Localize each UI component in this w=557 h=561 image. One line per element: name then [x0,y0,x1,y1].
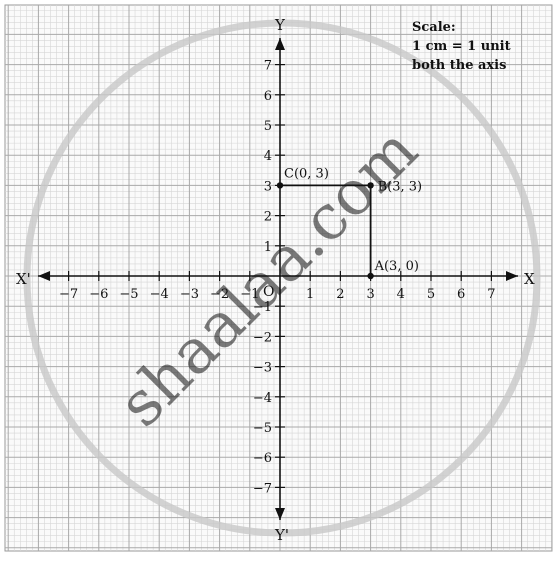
y-prime-axis-label: Y' [274,526,289,544]
x-axis-arrow-left [38,271,50,281]
origin-label: O [263,284,274,300]
x-tick-label: −3 [180,287,199,302]
x-tick-label: −7 [59,287,78,302]
scale-heading: Scale: [412,20,456,35]
x-tick-label: −2 [210,287,229,302]
x-tick-label: −4 [150,287,169,302]
x-tick-label: 5 [427,287,435,302]
x-tick-label: 7 [487,287,495,302]
y-tick-label: −6 [253,451,272,466]
y-tick-label: −7 [253,481,272,496]
y-tick-label: 6 [264,89,272,104]
y-axis-label: Y [274,16,286,34]
x-tick-label: −6 [89,287,108,302]
y-tick-label: 3 [264,179,272,194]
y-tick-label: 7 [264,59,272,74]
watermark-circle [23,19,541,537]
x-tick-label: −5 [119,287,138,302]
point-label: B(3, 3) [378,179,423,194]
y-tick-label: 5 [264,119,272,134]
scale-note: Scale: 1 cm = 1 unit both the axis [412,18,511,75]
scale-line-1: 1 cm = 1 unit [412,39,511,54]
x-tick-label: 3 [366,287,374,302]
y-tick-label: 1 [264,240,272,255]
y-axis-arrow-up [275,38,285,50]
y-tick-label: −1 [253,300,272,315]
segments [280,184,372,276]
x-tick-label: 4 [397,287,405,302]
y-axis-arrow-down [275,508,285,520]
y-tick-label: −4 [253,391,272,406]
point-label: C(0, 3) [284,166,329,181]
x-tick-label: −1 [240,287,259,302]
x-axis-arrow-right [506,271,518,281]
x-axis-label: X [524,270,535,288]
y-tick-label: −2 [253,330,272,345]
tick-marks: −7 −6 −5 −4 −3 −2 −1 1 2 3 4 5 6 7 −7 −6 −5 −4 −3 −2 −1 1 2 3 4 5… [59,59,496,497]
point-label: A(3, 0) [374,259,419,274]
x-tick-label: 6 [457,287,465,302]
x-prime-axis-label: X' [16,270,31,288]
y-tick-label: 2 [264,210,272,225]
point-marker [367,182,374,189]
x-tick-label: 2 [336,287,344,302]
point-marker [276,182,284,189]
axes [38,38,518,520]
x-tick-label: 1 [306,287,314,302]
y-tick-label: −3 [253,361,272,376]
y-tick-label: 4 [264,149,272,164]
scale-line-2: both the axis [412,58,507,73]
plotted-points: A(3, 0) B(3, 3) C(0, 3) [276,166,423,280]
point-marker [367,272,374,280]
y-tick-label: −5 [253,421,272,436]
